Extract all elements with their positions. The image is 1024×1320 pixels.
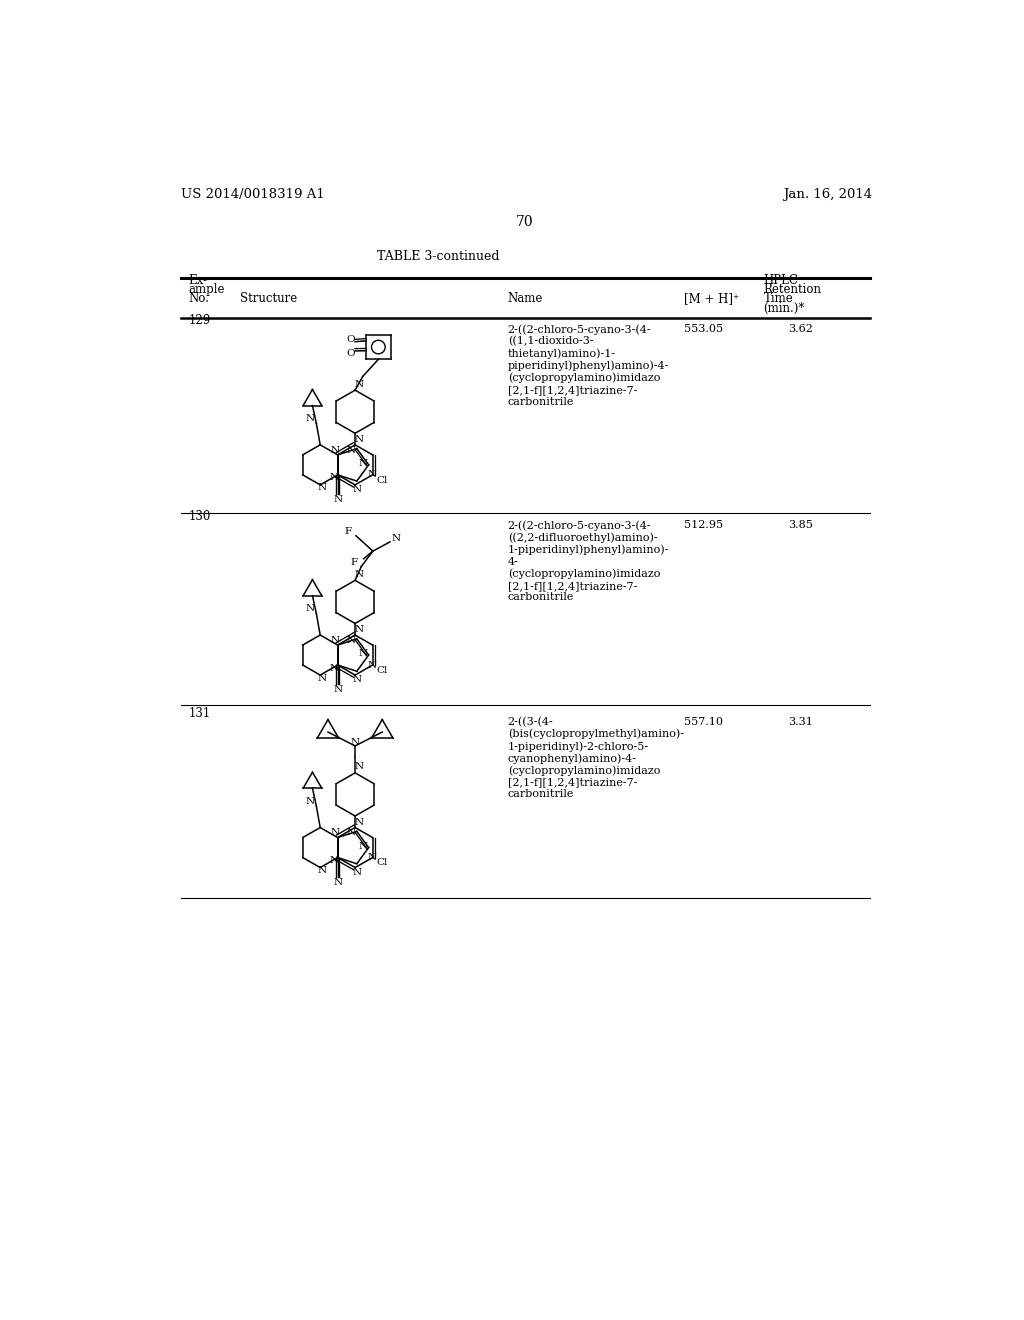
Text: N: N	[354, 436, 364, 444]
Text: Name: Name	[508, 293, 543, 305]
Text: US 2014/0018319 A1: US 2014/0018319 A1	[180, 189, 325, 202]
Text: N: N	[354, 380, 364, 388]
Text: N: N	[353, 676, 362, 684]
Text: N: N	[317, 483, 327, 492]
Text: N: N	[368, 470, 377, 479]
Text: N: N	[368, 853, 377, 862]
Text: N: N	[358, 459, 368, 467]
Text: N: N	[391, 533, 400, 543]
Text: 553.05: 553.05	[684, 323, 724, 334]
Text: N: N	[333, 685, 342, 694]
Text: [M + H]⁺: [M + H]⁺	[684, 293, 739, 305]
Text: N: N	[305, 797, 314, 805]
Text: 130: 130	[188, 511, 211, 523]
Text: Cl: Cl	[376, 667, 388, 675]
Text: N: N	[354, 570, 364, 578]
Text: 2-((2-chloro-5-cyano-3-(4-
((2,2-difluoroethyl)amino)-
1-piperidinyl)phenyl)amin: 2-((2-chloro-5-cyano-3-(4- ((2,2-difluor…	[508, 520, 669, 602]
Text: O: O	[346, 335, 354, 343]
Text: N: N	[333, 878, 342, 887]
Text: N: N	[329, 857, 338, 865]
Text: N: N	[347, 446, 356, 454]
Text: Retention: Retention	[764, 284, 821, 296]
Text: Cl: Cl	[376, 858, 388, 867]
Text: N: N	[331, 446, 340, 454]
Text: N: N	[358, 842, 368, 850]
Text: 557.10: 557.10	[684, 717, 723, 726]
Text: F: F	[351, 558, 358, 568]
Text: N: N	[331, 636, 340, 645]
Text: 129: 129	[188, 314, 211, 327]
Text: N: N	[317, 673, 327, 682]
Text: 131: 131	[188, 706, 211, 719]
Text: N: N	[354, 817, 364, 826]
Text: 70: 70	[516, 215, 534, 230]
Text: N: N	[329, 474, 338, 482]
Text: F: F	[344, 528, 351, 536]
Text: N: N	[347, 636, 356, 645]
Text: TABLE 3-continued: TABLE 3-continued	[377, 249, 500, 263]
Text: Jan. 16, 2014: Jan. 16, 2014	[783, 189, 872, 202]
Text: No.: No.	[188, 293, 209, 305]
Text: Cl: Cl	[376, 475, 388, 484]
Text: N: N	[305, 605, 314, 614]
Text: N: N	[333, 495, 342, 504]
Text: N: N	[358, 649, 368, 657]
Text: Structure: Structure	[241, 293, 298, 305]
Text: N: N	[305, 414, 314, 424]
Text: (min.)*: (min.)*	[764, 302, 805, 314]
Text: 3.62: 3.62	[788, 323, 813, 334]
Text: 3.85: 3.85	[788, 520, 813, 531]
Text: N: N	[347, 829, 356, 837]
Text: N: N	[354, 762, 364, 771]
Text: N: N	[353, 484, 362, 494]
Text: N: N	[317, 866, 327, 875]
Text: Time: Time	[764, 293, 794, 305]
Text: N: N	[353, 867, 362, 876]
Text: HPLC: HPLC	[764, 275, 799, 286]
Text: N: N	[368, 660, 377, 669]
Text: N: N	[350, 738, 359, 747]
Text: N: N	[329, 664, 338, 673]
Text: N: N	[354, 626, 364, 634]
Text: N: N	[331, 829, 340, 837]
Text: 2-((2-chloro-5-cyano-3-(4-
((1,1-dioxido-3-
thietanyl)amino)-1-
piperidinyl)phen: 2-((2-chloro-5-cyano-3-(4- ((1,1-dioxido…	[508, 323, 669, 407]
Text: ample: ample	[188, 284, 225, 296]
Text: O: O	[346, 348, 354, 358]
Text: 2-((3-(4-
(bis(cyclopropylmethyl)amino)-
1-piperidinyl)-2-chloro-5-
cyanophenyl): 2-((3-(4- (bis(cyclopropylmethyl)amino)-…	[508, 717, 684, 800]
Text: Ex-: Ex-	[188, 275, 208, 286]
Text: 512.95: 512.95	[684, 520, 724, 531]
Text: 3.31: 3.31	[788, 717, 813, 726]
